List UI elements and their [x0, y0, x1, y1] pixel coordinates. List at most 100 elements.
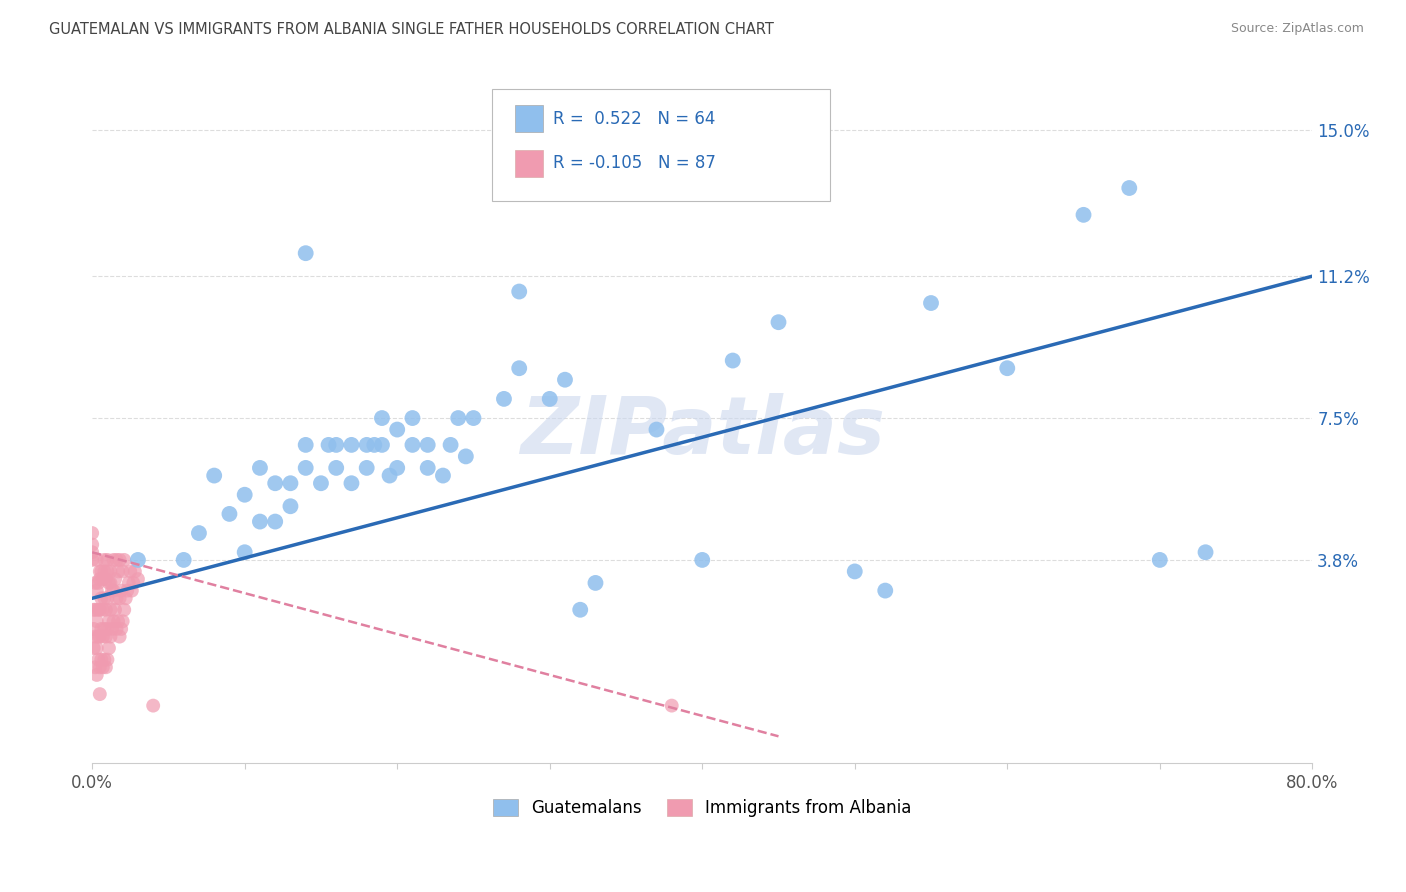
Point — [378, 468, 401, 483]
Point — [94, 603, 117, 617]
Point — [112, 603, 135, 617]
Point — [110, 622, 132, 636]
Point — [101, 583, 124, 598]
Point — [89, 603, 111, 617]
Point — [1118, 181, 1140, 195]
Point — [401, 411, 423, 425]
Point — [233, 488, 256, 502]
Point — [84, 576, 107, 591]
Point — [93, 622, 115, 636]
Point — [93, 553, 115, 567]
Text: GUATEMALAN VS IMMIGRANTS FROM ALBANIA SINGLE FATHER HOUSEHOLDS CORRELATION CHART: GUATEMALAN VS IMMIGRANTS FROM ALBANIA SI… — [49, 22, 775, 37]
Point — [768, 315, 790, 329]
Point — [84, 630, 107, 644]
Point — [356, 438, 378, 452]
Point — [371, 438, 394, 452]
Point — [645, 423, 668, 437]
Point — [94, 630, 117, 644]
Point — [356, 461, 378, 475]
Point — [187, 526, 209, 541]
Point — [83, 622, 105, 636]
Point — [371, 411, 394, 425]
Text: R = -0.105   N = 87: R = -0.105 N = 87 — [553, 154, 716, 172]
Point — [233, 545, 256, 559]
Point — [83, 641, 105, 656]
Point — [90, 622, 112, 636]
Point — [107, 614, 129, 628]
Point — [173, 553, 195, 567]
Point — [96, 591, 118, 606]
Point — [96, 565, 118, 579]
Point — [82, 538, 104, 552]
Point — [280, 476, 302, 491]
Point — [585, 576, 607, 591]
Point — [103, 614, 125, 628]
Point — [87, 576, 110, 591]
Point — [97, 576, 120, 591]
Point — [100, 630, 122, 644]
Point — [97, 614, 120, 628]
Point — [96, 622, 118, 636]
Point — [508, 285, 530, 299]
Point — [87, 630, 110, 644]
Point — [995, 361, 1018, 376]
Point — [112, 553, 135, 567]
Point — [96, 652, 118, 666]
Point — [1149, 553, 1171, 567]
Point — [93, 565, 115, 579]
Point — [117, 583, 139, 598]
Point — [340, 438, 363, 452]
Point — [538, 392, 561, 406]
Point — [101, 622, 124, 636]
Point — [82, 526, 104, 541]
Point — [122, 576, 145, 591]
Point — [264, 515, 287, 529]
Point — [82, 545, 104, 559]
Point — [569, 603, 592, 617]
Point — [111, 614, 134, 628]
Point — [309, 476, 332, 491]
Point — [94, 660, 117, 674]
Point — [463, 411, 485, 425]
Point — [103, 553, 125, 567]
Point — [103, 583, 125, 598]
Text: R =  0.522   N = 64: R = 0.522 N = 64 — [553, 110, 714, 128]
Legend: Guatemalans, Immigrants from Albania: Guatemalans, Immigrants from Albania — [486, 792, 918, 824]
Point — [90, 591, 112, 606]
Point — [97, 641, 120, 656]
Point — [84, 603, 107, 617]
Point — [294, 246, 316, 260]
Point — [96, 553, 118, 567]
Point — [89, 660, 111, 674]
Point — [492, 392, 515, 406]
Point — [89, 630, 111, 644]
Point — [89, 565, 111, 579]
Point — [920, 296, 942, 310]
Point — [105, 553, 128, 567]
Point — [264, 476, 287, 491]
Point — [108, 630, 131, 644]
Point — [127, 572, 149, 586]
Point — [416, 461, 439, 475]
Point — [108, 591, 131, 606]
Point — [249, 515, 271, 529]
Point — [508, 361, 530, 376]
Point — [100, 576, 122, 591]
Point — [86, 614, 108, 628]
Point — [105, 591, 128, 606]
Point — [104, 603, 127, 617]
Point — [844, 565, 866, 579]
Point — [318, 438, 340, 452]
Point — [416, 438, 439, 452]
Point — [721, 353, 744, 368]
Point — [447, 411, 470, 425]
Point — [280, 500, 302, 514]
Point — [690, 553, 713, 567]
Point — [104, 572, 127, 586]
Point — [554, 373, 576, 387]
Point — [93, 591, 115, 606]
Point — [86, 583, 108, 598]
Point — [1194, 545, 1216, 559]
Point — [84, 660, 107, 674]
Point — [121, 583, 143, 598]
